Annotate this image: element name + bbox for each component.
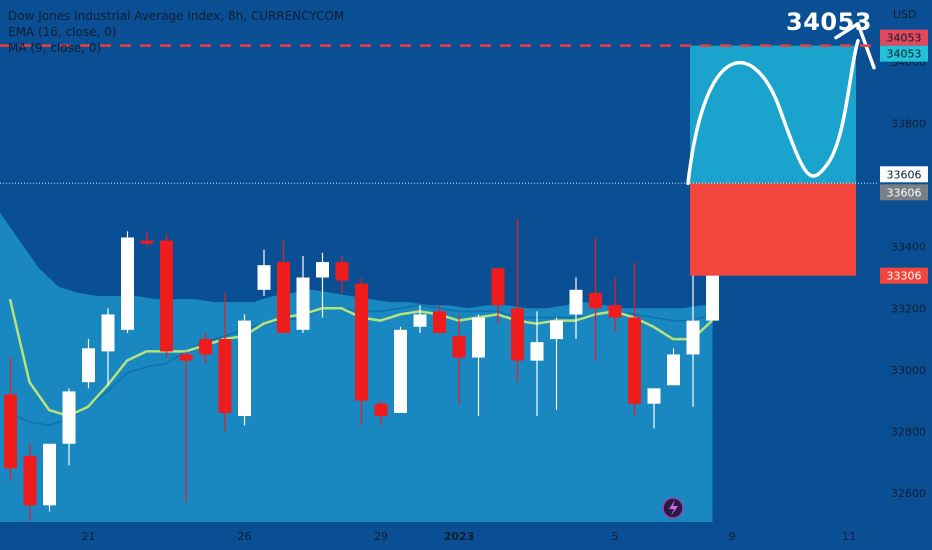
x-tick-label: 29 bbox=[374, 530, 388, 543]
target-price-badge-red bbox=[880, 29, 928, 46]
candle-body[interactable] bbox=[355, 283, 368, 401]
stop-price-badge bbox=[880, 267, 928, 284]
candle-body[interactable] bbox=[511, 308, 524, 361]
candle-body[interactable] bbox=[82, 348, 95, 383]
candle-body[interactable] bbox=[121, 237, 134, 330]
candle-body[interactable] bbox=[296, 277, 310, 330]
projection-arrowhead bbox=[834, 21, 876, 70]
candle-body[interactable] bbox=[140, 240, 154, 244]
candle-body[interactable] bbox=[647, 388, 661, 404]
y-tick-label: 33200 bbox=[891, 302, 926, 315]
candle-body[interactable] bbox=[667, 354, 680, 386]
projection-curve bbox=[686, 38, 860, 186]
candle-body[interactable] bbox=[491, 268, 505, 306]
candle-body[interactable] bbox=[472, 317, 485, 358]
candle-body[interactable] bbox=[608, 305, 622, 318]
lightning-glyph bbox=[669, 500, 678, 516]
candle-body[interactable] bbox=[43, 443, 56, 506]
y-tick-label: 33000 bbox=[891, 364, 926, 377]
candle-body[interactable] bbox=[316, 262, 329, 278]
candle-body[interactable] bbox=[569, 289, 583, 315]
currency-label: USD bbox=[893, 8, 917, 21]
x-tick-label: 9 bbox=[729, 530, 736, 543]
candle-body[interactable] bbox=[589, 292, 602, 309]
chart-legend: Dow Jones Industrial Average Index, 8h, … bbox=[8, 8, 344, 56]
candle-body[interactable] bbox=[452, 335, 466, 358]
candle-body[interactable] bbox=[335, 262, 349, 281]
chart-title: Dow Jones Industrial Average Index, 8h, … bbox=[8, 9, 345, 23]
y-tick-label: 33800 bbox=[891, 118, 926, 131]
candle-body[interactable] bbox=[62, 391, 76, 444]
candle-body[interactable] bbox=[413, 314, 427, 327]
y-tick-label: 32600 bbox=[891, 487, 926, 500]
candle-body[interactable] bbox=[686, 320, 700, 355]
target-price-badge-red-text: 34053 bbox=[887, 32, 922, 45]
stop-zone[interactable] bbox=[690, 183, 856, 276]
candle-body[interactable] bbox=[550, 320, 563, 340]
candle-body[interactable] bbox=[199, 339, 212, 355]
stop-price-badge-text: 33306 bbox=[887, 270, 922, 283]
ema-indicator-label[interactable]: EMA (16, close, 0) bbox=[8, 25, 117, 39]
candle-body[interactable] bbox=[530, 342, 544, 361]
target-price-badge bbox=[880, 45, 928, 62]
x-tick-label: 5 bbox=[612, 530, 619, 543]
candle-body[interactable] bbox=[218, 339, 232, 413]
last-price-badge bbox=[880, 184, 928, 201]
candle-body[interactable] bbox=[257, 265, 271, 290]
entry-price-badge-text: 33606 bbox=[887, 168, 922, 181]
ma-indicator-label[interactable]: MA (9, close, 0) bbox=[8, 41, 102, 55]
candle-body[interactable] bbox=[628, 317, 641, 404]
y-tick-label: 32800 bbox=[891, 425, 926, 438]
candle-body[interactable] bbox=[160, 240, 173, 352]
x-tick-label: 11 bbox=[842, 530, 856, 543]
y-tick-label: 33400 bbox=[891, 241, 926, 254]
candle-body[interactable] bbox=[101, 314, 115, 352]
candle-body[interactable] bbox=[374, 403, 388, 417]
candle-body[interactable] bbox=[4, 394, 17, 469]
x-tick-label: 21 bbox=[82, 530, 96, 543]
entry-price-badge bbox=[880, 166, 928, 183]
candle-body[interactable] bbox=[179, 354, 193, 361]
candle-body[interactable] bbox=[394, 329, 407, 413]
target-price-callout: 34053 bbox=[786, 8, 872, 36]
last-price-badge-text: 33606 bbox=[887, 186, 922, 199]
candle-body[interactable] bbox=[23, 456, 37, 506]
x-tick-label: 26 bbox=[238, 530, 252, 543]
candle-body[interactable] bbox=[433, 311, 446, 333]
candle-body[interactable] bbox=[238, 320, 251, 417]
target-price-badge-text: 34053 bbox=[887, 48, 922, 61]
x-tick-label: 2023 bbox=[444, 530, 475, 543]
target-zone[interactable] bbox=[690, 45, 856, 184]
candle-body[interactable] bbox=[277, 262, 290, 333]
